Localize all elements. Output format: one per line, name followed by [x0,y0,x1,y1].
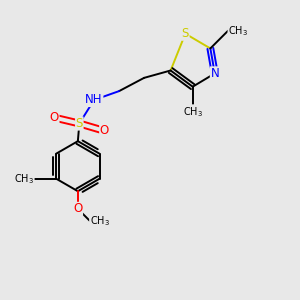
Text: CH$_3$: CH$_3$ [183,105,203,118]
Text: NH: NH [85,93,103,106]
Text: CH$_3$: CH$_3$ [14,172,34,186]
Text: CH$_3$: CH$_3$ [228,24,248,38]
Text: S: S [76,117,83,130]
Text: O: O [73,202,83,215]
Text: O: O [100,124,109,137]
Text: O: O [50,111,59,124]
Text: CH$_3$: CH$_3$ [90,214,110,228]
Text: N: N [210,67,219,80]
Text: S: S [182,27,189,40]
